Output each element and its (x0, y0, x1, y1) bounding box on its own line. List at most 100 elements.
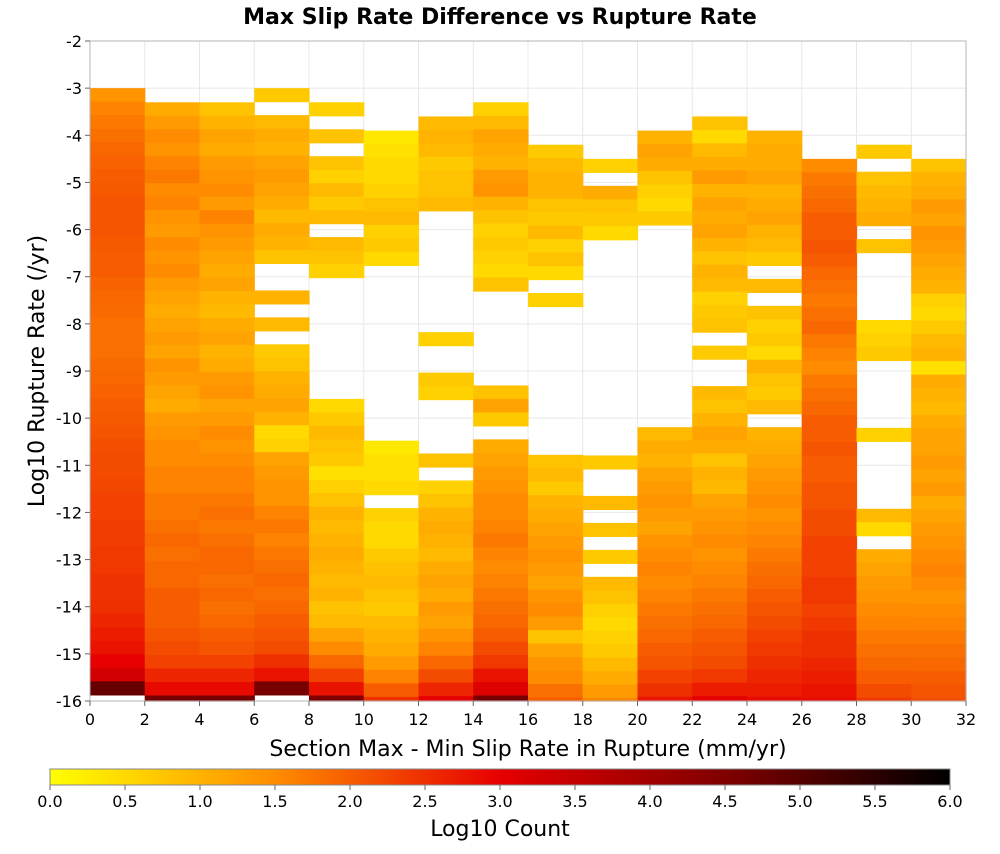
heatmap-cell (801, 428, 858, 443)
heatmap-cell (801, 590, 858, 605)
heatmap-cell (90, 546, 146, 561)
heatmap-cell (254, 506, 310, 521)
heatmap-cell (199, 169, 255, 184)
heatmap-cell (144, 574, 201, 589)
heatmap-cell (473, 398, 529, 413)
heatmap-cell (309, 668, 365, 683)
heatmap-cell (199, 142, 255, 157)
y-tick-label: -8 (66, 315, 82, 334)
x-tick-label: 10 (354, 710, 374, 729)
heatmap-cell (199, 371, 255, 387)
heatmap-cell (911, 684, 967, 699)
colorbar (49, 768, 951, 786)
heatmap-cell (144, 533, 201, 548)
colorbar-tick-label: 0.5 (112, 792, 137, 811)
heatmap-cell (747, 467, 803, 482)
heatmap-cell (692, 170, 748, 185)
heatmap-cell (90, 371, 146, 386)
heatmap-cell (747, 588, 803, 604)
heatmap-cell (582, 522, 639, 537)
heatmap-cell (473, 641, 529, 656)
heatmap-cell (199, 655, 255, 670)
heatmap-cell (528, 239, 584, 254)
heatmap-cell (528, 657, 584, 672)
heatmap-cell (637, 494, 693, 509)
heatmap-cell (582, 226, 639, 241)
heatmap-cell (856, 508, 912, 523)
colorbar-tick-label: 6.0 (937, 792, 962, 811)
heatmap-cell (911, 172, 967, 187)
heatmap-cell (856, 427, 912, 442)
y-tick-label: -11 (56, 456, 82, 475)
heatmap-cell (254, 155, 310, 170)
heatmap-cell (363, 508, 420, 523)
heatmap-cell (637, 629, 693, 644)
heatmap-cell (801, 698, 858, 702)
heatmap-cell (363, 440, 420, 455)
heatmap-cell (911, 468, 967, 484)
heatmap-cell (911, 266, 967, 281)
heatmap-cell (473, 628, 529, 643)
heatmap-cell (199, 668, 255, 683)
heatmap-cell (309, 533, 365, 548)
heatmap-cell (692, 669, 748, 684)
heatmap-cell (309, 560, 365, 575)
x-tick-label: 32 (956, 710, 976, 729)
heatmap-cell (90, 452, 146, 467)
heatmap-cell (254, 236, 310, 251)
heatmap-cell (747, 332, 803, 347)
heatmap-cell (90, 411, 146, 426)
heatmap-cell (911, 549, 967, 564)
heatmap-cell (911, 509, 967, 524)
heatmap-cell (637, 197, 693, 213)
heatmap-cell (637, 535, 693, 550)
heatmap-cell (90, 600, 146, 615)
colorbar-tick-label: 0.0 (37, 792, 62, 811)
heatmap-cell (801, 671, 858, 686)
heatmap-cell (418, 520, 474, 535)
heatmap-cell (90, 303, 146, 318)
heatmap-cell (90, 654, 146, 669)
heatmap-cell (692, 682, 748, 697)
heatmap-cell (473, 210, 529, 225)
heatmap-cell (637, 508, 693, 523)
x-tick-label: 12 (408, 710, 428, 729)
heatmap-cell (856, 684, 912, 699)
heatmap-cell (692, 305, 748, 320)
heatmap-cell (856, 562, 912, 577)
heatmap-cell (637, 602, 693, 617)
heatmap-cell (418, 642, 474, 657)
heatmap-cell (254, 492, 310, 507)
heatmap-cell (418, 574, 474, 589)
heatmap-cell (692, 318, 748, 333)
heatmap-cell (90, 560, 146, 575)
heatmap-cell (801, 563, 858, 578)
heatmap-cell (582, 158, 639, 173)
heatmap-cell (582, 603, 639, 618)
heatmap-cell (637, 440, 693, 455)
heatmap-cell (801, 630, 858, 645)
heatmap-cell (637, 562, 693, 577)
heatmap-cell (911, 617, 967, 632)
heatmap-cell (747, 373, 803, 388)
heatmap-cell (637, 683, 693, 698)
heatmap-cell (637, 669, 693, 684)
heatmap-cell (747, 305, 803, 320)
heatmap-cell (582, 212, 639, 227)
heatmap-cell (90, 357, 146, 372)
x-tick-label: 4 (194, 710, 204, 729)
heatmap-cell (692, 480, 748, 495)
heatmap-cell (637, 454, 693, 469)
heatmap-cell (309, 466, 365, 481)
heatmap-cell (309, 237, 365, 252)
heatmap-cell (418, 480, 474, 495)
heatmap-cell (199, 358, 255, 373)
heatmap-cell (90, 667, 146, 682)
heatmap-cell (801, 495, 858, 511)
colorbar-tick-label: 2.0 (337, 792, 362, 811)
heatmap-cell (528, 266, 584, 281)
heatmap-cell (856, 576, 912, 591)
heatmap-cell (528, 225, 584, 240)
heatmap-cell (199, 695, 255, 702)
heatmap-cell (528, 495, 584, 510)
